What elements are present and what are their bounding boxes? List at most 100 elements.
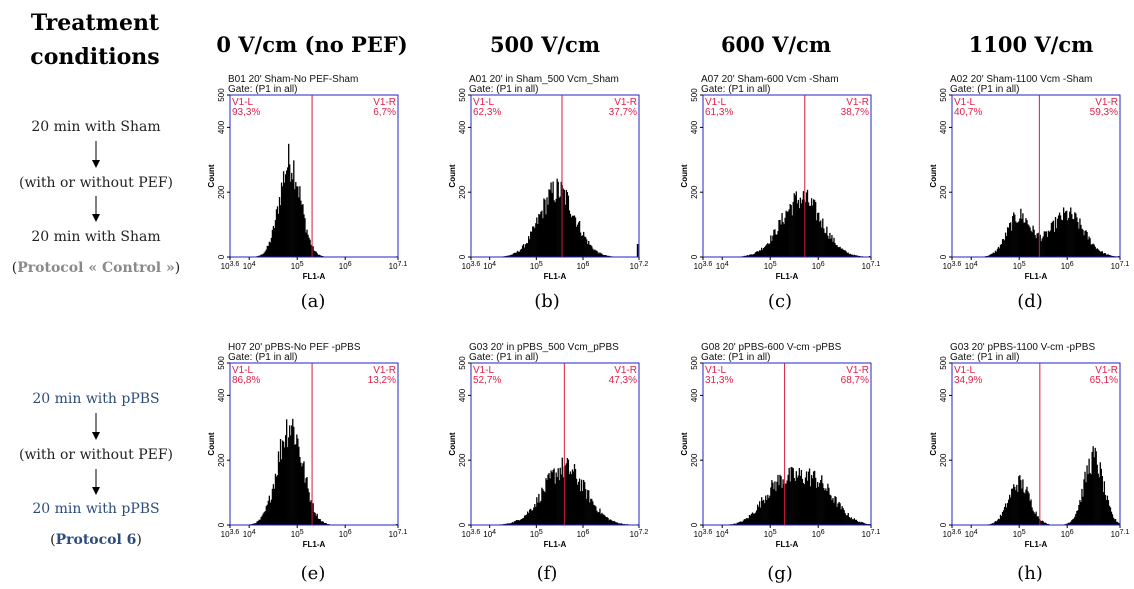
histogram-bar	[1093, 244, 1095, 257]
histogram-bar	[259, 255, 261, 257]
histogram-bar	[836, 245, 838, 257]
histogram-bar	[858, 255, 861, 257]
histogram-bar	[257, 520, 259, 525]
histogram-bar	[538, 493, 540, 525]
x-tick-label: 105	[764, 261, 777, 271]
histogram-bar	[569, 471, 572, 525]
histogram-bar	[581, 235, 584, 257]
left-gate-label: V1-L	[705, 97, 727, 108]
histogram-bar	[813, 470, 816, 525]
histogram-bar	[551, 192, 553, 257]
histogram-bar	[1090, 474, 1092, 525]
histogram-bar	[801, 478, 804, 525]
histogram-bar	[1016, 222, 1018, 257]
histogram-bar	[1092, 243, 1094, 257]
histogram-bar	[779, 219, 781, 257]
histogram-bar	[763, 247, 765, 257]
histogram-bar	[532, 510, 534, 525]
y-tick-label: 0	[458, 254, 467, 259]
histogram-bar	[766, 499, 768, 525]
histogram-bar	[1091, 451, 1093, 525]
y-axis-label: Count	[929, 164, 938, 187]
histogram-bar	[261, 254, 263, 257]
y-tick-label: 400	[690, 388, 699, 402]
histogram-bar	[991, 253, 994, 257]
histogram-bar	[744, 519, 747, 525]
histogram-bar	[602, 514, 604, 525]
histogram-bar	[806, 189, 809, 257]
x-tick-label: 103.6	[943, 529, 962, 539]
histogram-bar	[535, 223, 537, 257]
histogram-bar	[819, 482, 821, 525]
histogram-bar	[1099, 462, 1101, 525]
histogram-bar	[616, 522, 618, 525]
histogram-bar	[1022, 479, 1024, 525]
histogram-bar	[1097, 473, 1099, 525]
histogram-bar	[519, 249, 522, 257]
panel-gate-text: Gate: (P1 in all)	[469, 84, 538, 95]
histogram-bar	[1036, 233, 1038, 257]
histogram-bar	[517, 520, 520, 525]
plot-frame	[702, 94, 872, 258]
histogram-bar	[1015, 490, 1017, 525]
histogram-bar	[777, 231, 779, 257]
y-axis-label: Count	[448, 164, 457, 187]
histogram-bar	[832, 241, 834, 257]
histogram-bar	[786, 480, 788, 525]
right-gate-label: V1-R	[614, 365, 637, 376]
histogram-bar	[561, 457, 563, 525]
histogram-bar	[822, 483, 824, 525]
histogram-bar	[761, 247, 763, 257]
histogram-bar	[301, 204, 303, 257]
histogram-bar	[303, 461, 305, 525]
histogram-bar	[296, 434, 298, 525]
histogram-bar	[762, 500, 764, 525]
histogram-bar	[1073, 219, 1075, 257]
histogram-bar	[1041, 238, 1043, 257]
histogram-bar	[782, 479, 784, 525]
histogram-bar	[1076, 217, 1078, 257]
histogram-bar	[576, 224, 579, 257]
histogram-bar	[776, 481, 778, 525]
histogram-bar	[592, 501, 594, 525]
histogram-bar	[512, 522, 515, 525]
histogram-bar	[1083, 479, 1085, 525]
histogram-bar	[564, 204, 566, 257]
histogram-bar	[575, 226, 578, 257]
histogram-bar	[1061, 220, 1064, 257]
histogram-bar	[1056, 218, 1059, 257]
histogram-bar	[1005, 507, 1008, 525]
x-tick-label: 103.6	[462, 529, 481, 539]
histogram-bar	[1004, 232, 1007, 257]
histogram-bar	[828, 238, 830, 257]
histogram-bar	[1047, 523, 1050, 525]
x-tick-label: 103.6	[943, 261, 962, 271]
histogram-bar	[761, 497, 763, 525]
histogram-bar	[775, 234, 777, 257]
y-tick-label: 400	[690, 120, 699, 134]
histogram-bar	[303, 214, 305, 257]
histogram-bar	[1053, 231, 1056, 257]
histogram-bar	[787, 211, 789, 257]
histogram-bar	[769, 243, 771, 257]
histogram-bar	[828, 487, 830, 525]
histogram-bar	[748, 254, 751, 257]
histogram-bar	[776, 234, 778, 257]
protocol2-step3: 20 min with pPBS	[32, 501, 159, 517]
histogram-bar	[739, 521, 741, 525]
histogram-bar	[753, 513, 756, 525]
histogram-bar	[302, 463, 304, 525]
histogram-bar	[1017, 491, 1019, 525]
left-gate-label: V1-L	[473, 97, 495, 108]
histogram-bar	[1105, 499, 1108, 525]
histogram-bar	[1084, 471, 1086, 525]
histogram-bar	[763, 499, 765, 525]
histogram-bar	[857, 255, 860, 257]
histogram-bar	[985, 255, 987, 257]
histogram-bar	[505, 255, 507, 257]
paren-close: )	[136, 532, 141, 548]
histogram-bar	[1040, 241, 1042, 257]
histogram-bar	[261, 515, 263, 525]
histogram-bar	[521, 245, 524, 257]
histogram-bar	[574, 217, 577, 257]
